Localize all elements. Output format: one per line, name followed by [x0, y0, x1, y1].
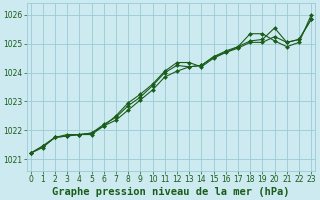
X-axis label: Graphe pression niveau de la mer (hPa): Graphe pression niveau de la mer (hPa): [52, 186, 290, 197]
